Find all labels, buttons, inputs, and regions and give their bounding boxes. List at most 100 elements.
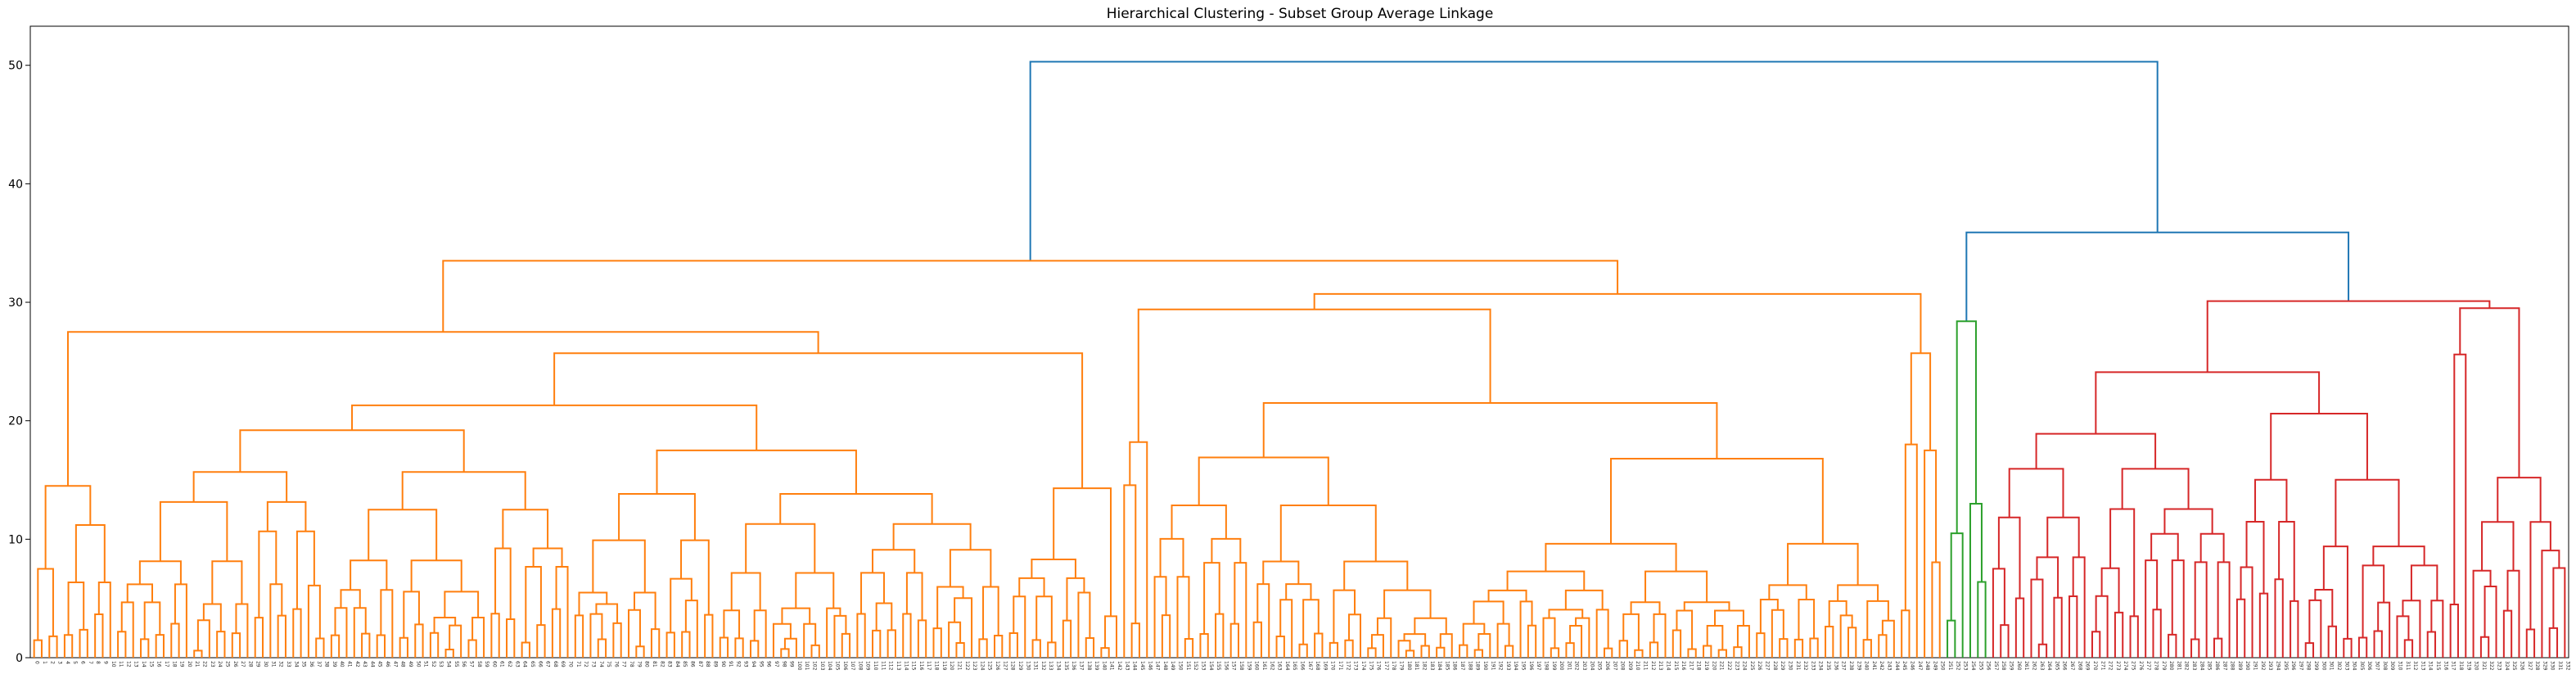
dendrogram-link-282 [2152, 609, 2162, 658]
dendrogram-link-261 [1997, 516, 2021, 599]
dendrogram-link-229 [1768, 584, 1807, 600]
leaf-label: 14 [141, 661, 147, 668]
dendrogram-link-91 [681, 631, 691, 658]
leaf-label: 209 [1627, 661, 1633, 671]
leaf-label: 293 [2267, 661, 2273, 671]
dendrogram-link-26 [170, 622, 180, 658]
leaf-label: 158 [1238, 661, 1244, 671]
leaf-label: 119 [941, 661, 947, 671]
leaf-label: 115 [911, 661, 917, 671]
dendrogram-link-9 [63, 634, 74, 658]
dendrogram-link-186 [1420, 645, 1430, 658]
leaf-label: 284 [2199, 661, 2204, 671]
leaf-label: 2 [49, 661, 55, 664]
leaf-label: 187 [1459, 661, 1465, 671]
dendrogram-link-290 [2270, 413, 2368, 480]
leaf-label: 135 [1063, 661, 1069, 671]
dendrogram-link-36 [254, 617, 264, 658]
leaf-label: 118 [934, 661, 940, 671]
leaf-label: 114 [903, 661, 909, 671]
dendrogram-link-70 [521, 641, 530, 658]
dendrogram-link-226 [1736, 624, 1750, 658]
leaf-label: 19 [179, 661, 185, 668]
dendrogram-link-35 [258, 530, 277, 618]
leaf-label: 90 [720, 661, 726, 668]
leaf-label: 324 [2504, 661, 2510, 671]
leaf-label: 299 [2313, 661, 2319, 671]
leaf-label: 220 [1711, 661, 1717, 671]
leaf-label: 154 [1208, 661, 1214, 671]
dendrogram-link-251 [1965, 231, 2350, 322]
dendrogram-link-106 [803, 622, 817, 658]
leaf-label: 82 [659, 661, 665, 668]
leaf-label: 125 [987, 661, 993, 671]
dendrogram-link-321 [2481, 521, 2515, 571]
leaf-label: 171 [1338, 661, 1343, 671]
leaf-label: 278 [2153, 661, 2159, 671]
leaf-label: 101 [804, 661, 810, 671]
dendrogram-link-78 [574, 614, 584, 658]
dendrogram-link-210 [1603, 647, 1613, 658]
dendrogram-link-292 [2245, 521, 2265, 594]
leaf-label: 197 [1536, 661, 1541, 671]
leaf-label: 216 [1680, 661, 1686, 671]
leaf-label: 262 [2031, 661, 2037, 671]
leaf-label: 318 [2458, 661, 2464, 671]
dendrogram-link-245 [1878, 634, 1888, 658]
dendrogram-link-257 [2206, 300, 2491, 373]
leaf-label: 272 [2108, 661, 2114, 671]
leaf-label: 131 [1033, 661, 1039, 671]
leaf-label: 226 [1757, 661, 1762, 671]
leaf-label: 185 [1444, 661, 1450, 671]
dendrogram-link-268 [2037, 643, 2048, 658]
leaf-label: 110 [873, 661, 878, 671]
dendrogram-link-126 [955, 642, 965, 658]
leaf-label: 269 [2085, 661, 2091, 671]
dendrogram-link-326 [2502, 609, 2513, 658]
y-tick-label: 10 [8, 533, 23, 546]
dendrogram-link-11 [97, 582, 111, 658]
leaf-label: 109 [865, 661, 871, 671]
leaf-label: 77 [621, 661, 627, 668]
dendrogram-link-295 [2258, 592, 2269, 658]
leaf-label: 49 [408, 661, 413, 668]
leaf-label: 282 [2184, 661, 2190, 671]
leaf-label: 29 [255, 661, 261, 668]
dendrogram-link-199 [1504, 645, 1514, 658]
leaf-label: 266 [2062, 661, 2068, 671]
dendrogram-link-102 [781, 607, 811, 624]
dendrogram-link-324 [2479, 636, 2490, 658]
leaf-label: 189 [1475, 661, 1481, 671]
leaf-label: 99 [789, 661, 795, 668]
dendrogram-link-47 [334, 607, 348, 658]
leaf-label: 65 [530, 661, 535, 668]
leaf-label: 329 [2542, 661, 2547, 671]
leaf-label: 149 [1170, 661, 1175, 671]
dendrogram-link-160 [1215, 613, 1225, 658]
leaf-label: 51 [423, 661, 429, 668]
dendrogram-link-224 [1703, 645, 1712, 658]
dendrogram-link-116 [872, 629, 882, 658]
leaf-label: 267 [2069, 661, 2075, 671]
leaf-label: 309 [2389, 661, 2395, 671]
leaf-label: 307 [2375, 661, 2380, 671]
leaf-label: 288 [2230, 661, 2235, 671]
leaf-label: 174 [1360, 661, 1366, 671]
leaf-label: 195 [1521, 661, 1527, 671]
leaf-label: 186 [1452, 661, 1458, 671]
leaf-label: 308 [2382, 661, 2388, 671]
leaf-label: 127 [1002, 661, 1008, 671]
dendrogram-link-127 [982, 586, 999, 640]
leaf-label: 129 [1017, 661, 1023, 671]
dendrogram-link-150 [1198, 456, 1329, 505]
dendrogram-link-237 [1837, 584, 1879, 601]
dendrogram-link-308 [2357, 636, 2368, 658]
leaf-label: 175 [1368, 661, 1374, 671]
dendrogram-link-184 [1397, 640, 1411, 658]
leaf-label: 327 [2527, 661, 2533, 671]
leaf-label: 108 [857, 661, 863, 671]
dendrogram-link-5 [33, 639, 43, 658]
dendrogram-link-215 [1634, 649, 1644, 658]
dendrogram-link-171 [1298, 643, 1308, 658]
